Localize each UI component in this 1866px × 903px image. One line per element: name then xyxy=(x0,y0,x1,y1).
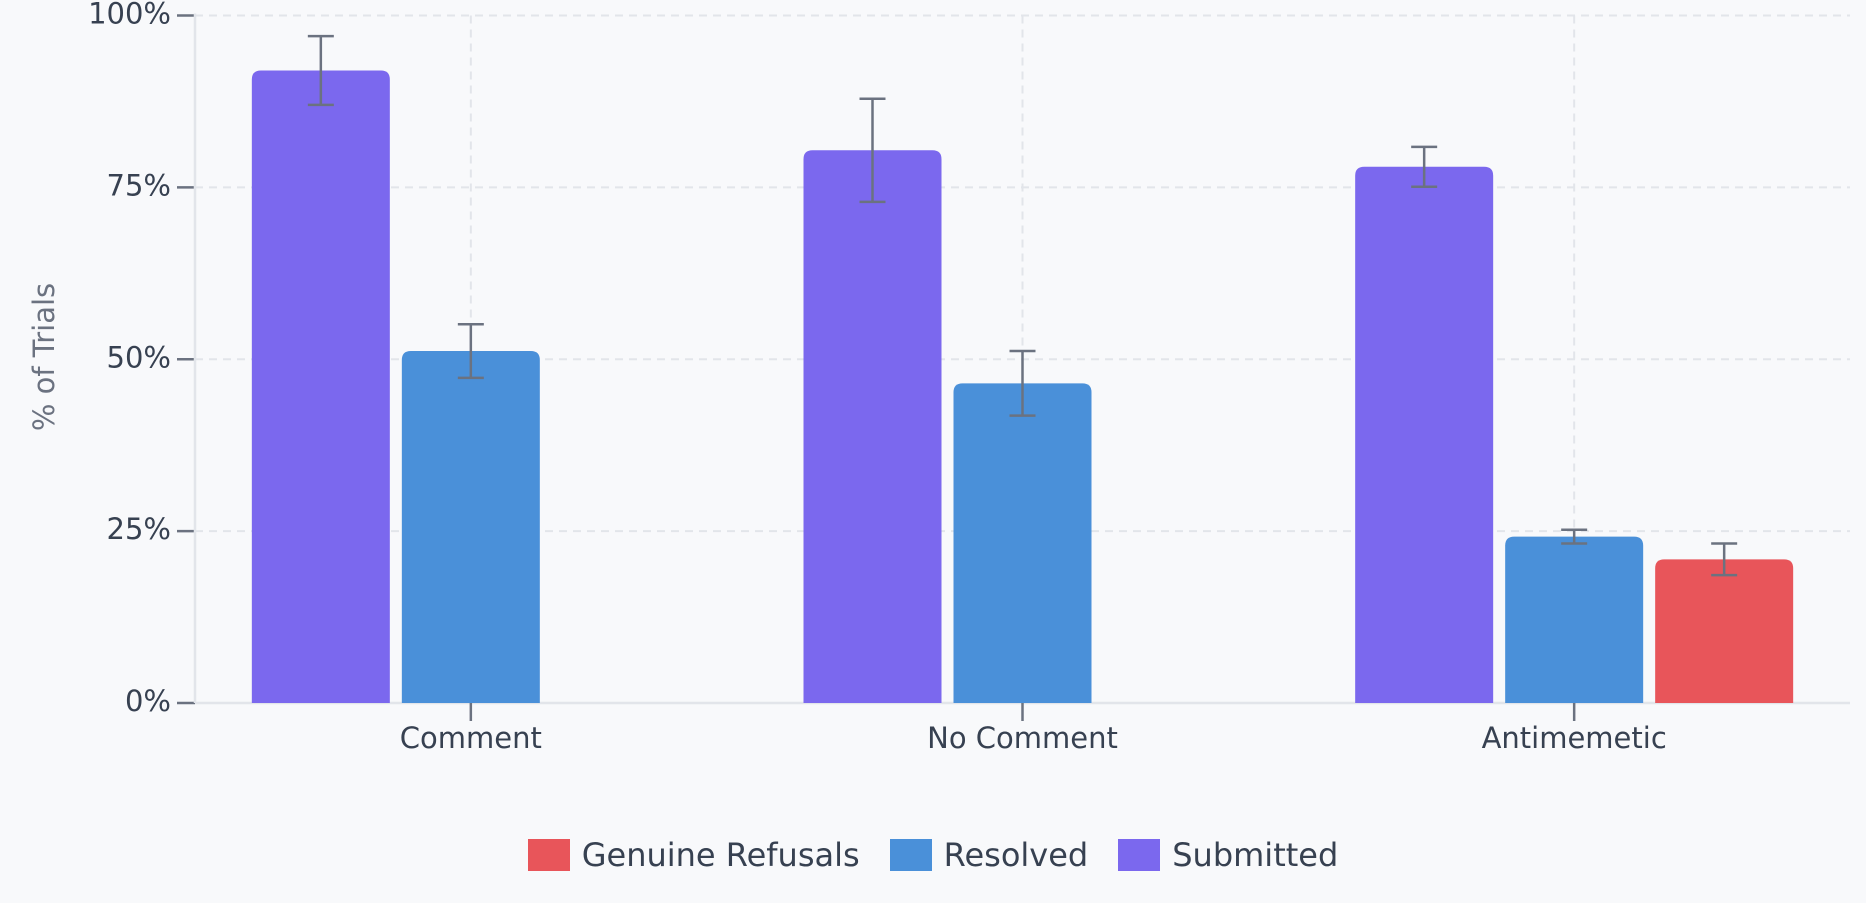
legend-label: Genuine Refusals xyxy=(581,836,860,874)
legend-label: Submitted xyxy=(1172,836,1339,874)
legend-swatch xyxy=(1118,839,1161,871)
legend-swatch xyxy=(527,839,570,871)
bar xyxy=(251,70,390,703)
bar xyxy=(1505,536,1644,703)
x-tick-label: Antimemetic xyxy=(1482,721,1667,755)
legend-swatch xyxy=(889,839,932,871)
legend-item: Genuine Refusals xyxy=(527,836,860,874)
bar xyxy=(803,150,942,703)
y-tick-label: 75% xyxy=(107,168,171,202)
legend-item: Resolved xyxy=(889,836,1089,874)
x-tick-label: No Comment xyxy=(927,721,1118,755)
legend: Genuine Refusals Resolved Submitted xyxy=(0,836,1866,874)
bar xyxy=(1655,559,1794,703)
y-tick-label: 0% xyxy=(125,684,171,718)
legend-item: Submitted xyxy=(1118,836,1338,874)
y-tick-label: 100% xyxy=(88,0,171,31)
x-tick-label: Comment xyxy=(400,721,542,755)
y-tick-label: 50% xyxy=(107,340,171,374)
y-axis-label: % of Trials xyxy=(27,283,61,431)
bar xyxy=(401,351,540,703)
bar xyxy=(1355,166,1494,703)
legend-label: Resolved xyxy=(943,836,1089,874)
y-tick-label: 25% xyxy=(107,512,171,546)
bar xyxy=(953,383,1092,703)
